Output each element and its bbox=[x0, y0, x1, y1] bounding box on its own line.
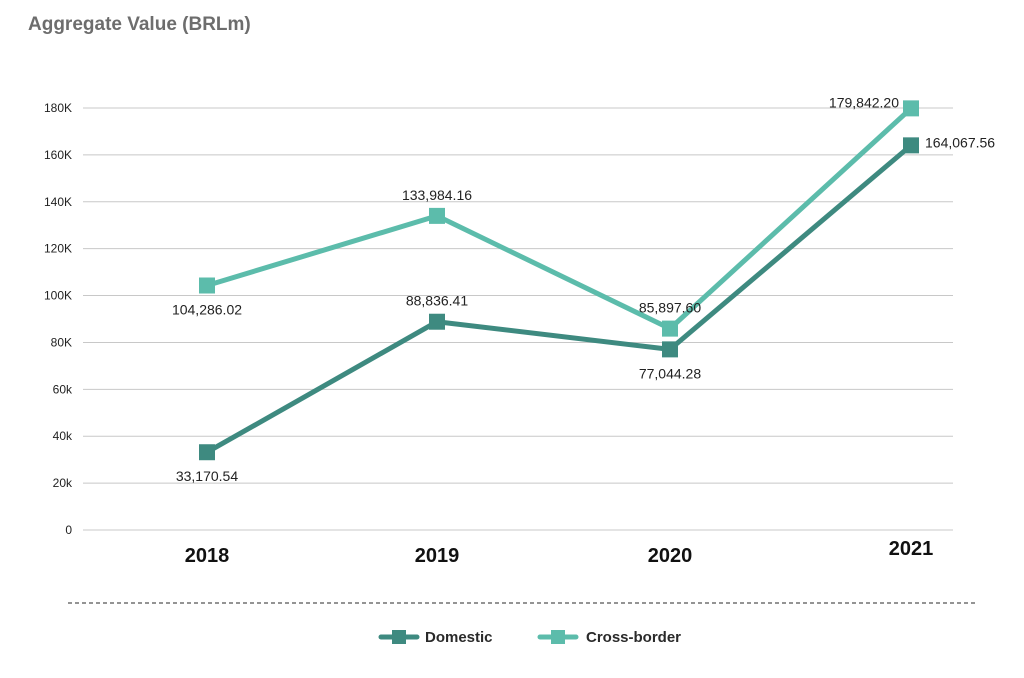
y-tick-label: 60k bbox=[53, 382, 73, 396]
cross-border-point-marker bbox=[903, 100, 919, 117]
domestic-point-marker bbox=[199, 444, 215, 461]
legend-domestic-label: Domestic bbox=[425, 629, 493, 646]
y-axis-ticks: 0 20k 40k 60k 80K 100K 120K 140K 160K 180K bbox=[44, 101, 73, 537]
cross-border-data-label: 133,984.16 bbox=[402, 187, 472, 203]
x-tick-label: 2020 bbox=[648, 545, 693, 567]
x-tick-label: 2019 bbox=[415, 545, 460, 567]
cross-border-point-marker bbox=[199, 277, 215, 294]
y-tick-label: 100K bbox=[44, 289, 72, 303]
domestic-point-marker bbox=[662, 341, 678, 358]
chart-title: Aggregate Value (BRLm) bbox=[28, 14, 251, 35]
legend: Domestic Cross-border bbox=[378, 629, 681, 646]
cross-border-point-marker bbox=[429, 207, 445, 224]
domestic-data-label: 33,170.54 bbox=[176, 468, 238, 484]
legend-cross-border-marker bbox=[551, 630, 565, 644]
domestic-data-label: 88,836.41 bbox=[406, 293, 468, 309]
cross-border-series-line bbox=[204, 105, 914, 332]
series-lines bbox=[199, 100, 919, 461]
cross-border-data-label: 104,286.02 bbox=[172, 302, 242, 318]
y-tick-label: 80K bbox=[51, 335, 72, 349]
cross-border-data-label: 85,897.60 bbox=[639, 300, 701, 316]
y-tick-label: 140K bbox=[44, 195, 72, 209]
legend-cross-border-label: Cross-border bbox=[586, 629, 681, 646]
y-tick-label: 180K bbox=[44, 101, 72, 115]
x-tick-label: 2018 bbox=[185, 545, 230, 567]
domestic-series-line bbox=[204, 142, 914, 455]
legend-domestic-marker bbox=[392, 630, 406, 644]
grid-lines bbox=[83, 107, 953, 531]
y-tick-label: 160K bbox=[44, 148, 72, 162]
y-tick-label: 40k bbox=[53, 429, 73, 443]
cross-border-data-label: 179,842.20 bbox=[829, 94, 899, 110]
domestic-point-marker bbox=[429, 313, 445, 330]
y-tick-label: 20k bbox=[53, 476, 73, 490]
cross-border-point-marker bbox=[662, 320, 678, 337]
domestic-data-label: 164,067.56 bbox=[925, 134, 995, 150]
domestic-point-marker bbox=[903, 137, 919, 154]
y-tick-label: 120K bbox=[44, 242, 72, 256]
y-tick-label: 0 bbox=[65, 523, 72, 537]
x-axis-ticks: 2018 2019 2020 2021 bbox=[185, 538, 934, 567]
x-tick-label: 2021 bbox=[889, 538, 934, 560]
data-labels: 33,170.54 88,836.41 77,044.28 164,067.56 104… bbox=[172, 94, 995, 484]
domestic-data-label: 77,044.28 bbox=[639, 365, 701, 381]
